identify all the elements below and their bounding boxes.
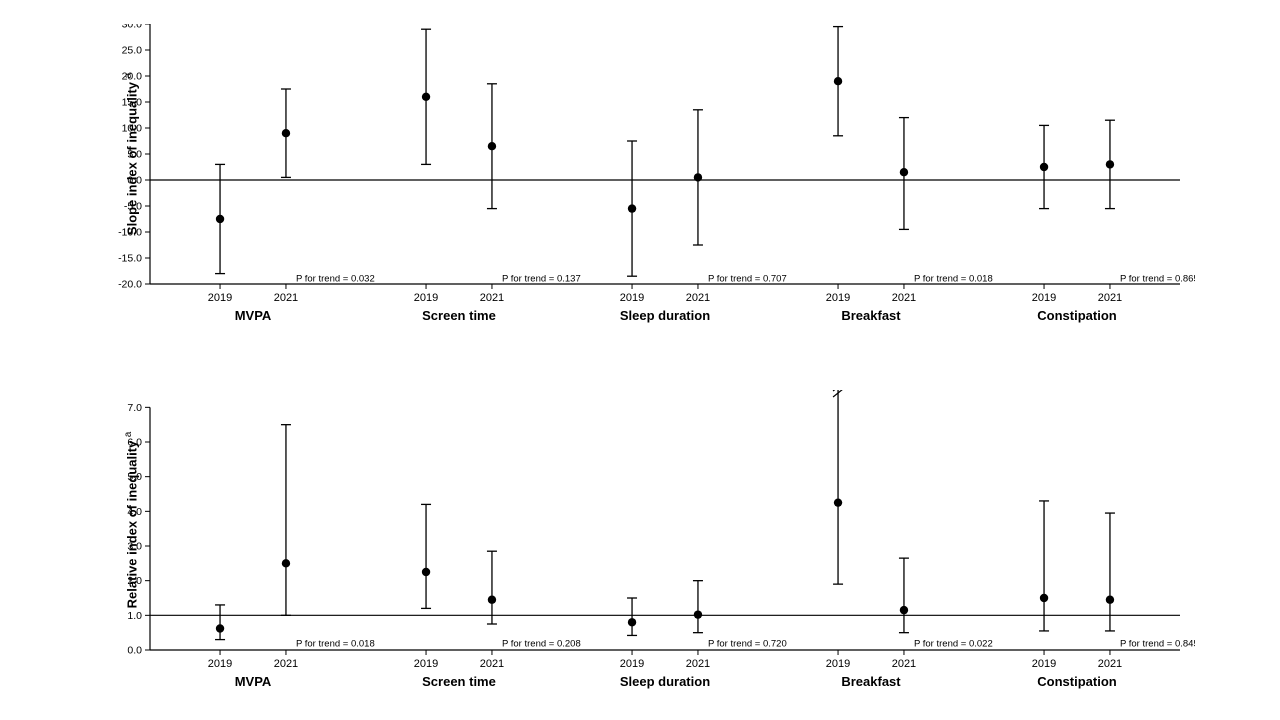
svg-text:P for trend = 0.845: P for trend = 0.845 — [1120, 639, 1195, 650]
svg-text:2019: 2019 — [826, 658, 850, 670]
errorbar-Screen-time-2021 — [487, 84, 497, 209]
svg-text:2019: 2019 — [1032, 658, 1056, 670]
svg-text:P for trend = 0.208: P for trend = 0.208 — [502, 639, 581, 650]
svg-text:P for trend = 0.022: P for trend = 0.022 — [914, 639, 993, 650]
errorbar-Sleep-duration-2021 — [693, 581, 703, 633]
category-label-Constipation: Constipation — [1037, 674, 1116, 689]
svg-text:P for trend = 0.865: P for trend = 0.865 — [1120, 273, 1195, 284]
svg-text:2021: 2021 — [686, 292, 710, 304]
category-label-MVPA: MVPA — [235, 674, 272, 689]
errorbar-Breakfast-2021 — [899, 558, 909, 633]
svg-text:2019: 2019 — [414, 292, 438, 304]
category-label-Breakfast: Breakfast — [841, 674, 901, 689]
svg-text:2019: 2019 — [208, 658, 232, 670]
svg-text:2021: 2021 — [892, 292, 916, 304]
errorbar-Breakfast-2019 — [833, 27, 843, 136]
svg-text:2021: 2021 — [480, 292, 504, 304]
errorbar-Sleep-duration-2019 — [627, 141, 637, 276]
category-label-Sleep-duration: Sleep duration — [620, 674, 710, 689]
category-label-Constipation: Constipation — [1037, 308, 1116, 323]
errorbar-Screen-time-2021 — [487, 551, 497, 624]
category-label-Breakfast: Breakfast — [841, 308, 901, 323]
bottom_panel-series — [215, 390, 1115, 640]
svg-text:2019: 2019 — [620, 292, 644, 304]
top_panel-x-labels: 20192021P for trend = 0.032MVPA20192021P… — [208, 273, 1195, 323]
svg-text:P for trend = 0.720: P for trend = 0.720 — [708, 639, 787, 650]
svg-text:P for trend = 0.018: P for trend = 0.018 — [914, 273, 993, 284]
category-label-MVPA: MVPA — [235, 308, 272, 323]
errorbar-Constipation-2019 — [1039, 501, 1049, 631]
svg-text:2021: 2021 — [1098, 658, 1122, 670]
errorbar-Constipation-2019 — [1039, 125, 1049, 208]
errorbar-MVPA-2019 — [215, 605, 225, 640]
svg-text:P for trend = 0.707: P for trend = 0.707 — [708, 273, 787, 284]
category-label-Sleep-duration: Sleep duration — [620, 308, 710, 323]
top_panel-series — [215, 27, 1115, 277]
svg-text:2021: 2021 — [274, 658, 298, 670]
category-label-Screen-time: Screen time — [422, 674, 496, 689]
svg-text:2019: 2019 — [208, 292, 232, 304]
svg-text:P for trend = 0.137: P for trend = 0.137 — [502, 273, 581, 284]
svg-text:2021: 2021 — [686, 658, 710, 670]
errorbar-Sleep-duration-2021 — [693, 110, 703, 245]
bottom_panel-x-labels: 20192021P for trend = 0.018MVPA20192021P… — [208, 639, 1195, 689]
svg-text:2019: 2019 — [620, 658, 644, 670]
svg-text:2021: 2021 — [892, 658, 916, 670]
errorbar-MVPA-2019 — [215, 164, 225, 273]
category-label-Screen-time: Screen time — [422, 308, 496, 323]
bottom_panel-svg: 0.01.02.03.04.05.06.07.020192021P for tr… — [115, 390, 1195, 720]
svg-text:2021: 2021 — [274, 292, 298, 304]
top_panel: Slope index of inequality a-20.0-15.0-10… — [115, 24, 1195, 354]
errorbar-Breakfast-2021 — [899, 118, 909, 230]
bottom_panel-ylabel: Relative index of inequality a — [123, 390, 139, 650]
errorbar-Screen-time-2019 — [421, 504, 431, 608]
errorbar-Constipation-2021 — [1105, 120, 1115, 208]
errorbar-Sleep-duration-2019 — [627, 598, 637, 635]
bottom_panel: Relative index of inequality a0.01.02.03… — [115, 390, 1195, 720]
top_panel-ylabel: Slope index of inequality a — [123, 24, 139, 284]
errorbar-Constipation-2021 — [1105, 513, 1115, 631]
errorbar-MVPA-2021 — [281, 89, 291, 177]
errorbar-Breakfast-2019 — [833, 390, 843, 584]
svg-text:2019: 2019 — [1032, 292, 1056, 304]
svg-text:P for trend = 0.018: P for trend = 0.018 — [296, 639, 375, 650]
svg-text:P for trend = 0.032: P for trend = 0.032 — [296, 273, 375, 284]
errorbar-Screen-time-2019 — [421, 29, 431, 164]
top_panel-svg: -20.0-15.0-10.0-5.00.05.010.015.020.025.… — [115, 24, 1195, 354]
svg-text:2019: 2019 — [414, 658, 438, 670]
svg-text:2021: 2021 — [480, 658, 504, 670]
svg-text:2019: 2019 — [826, 292, 850, 304]
errorbar-MVPA-2021 — [281, 425, 291, 616]
svg-text:2021: 2021 — [1098, 292, 1122, 304]
